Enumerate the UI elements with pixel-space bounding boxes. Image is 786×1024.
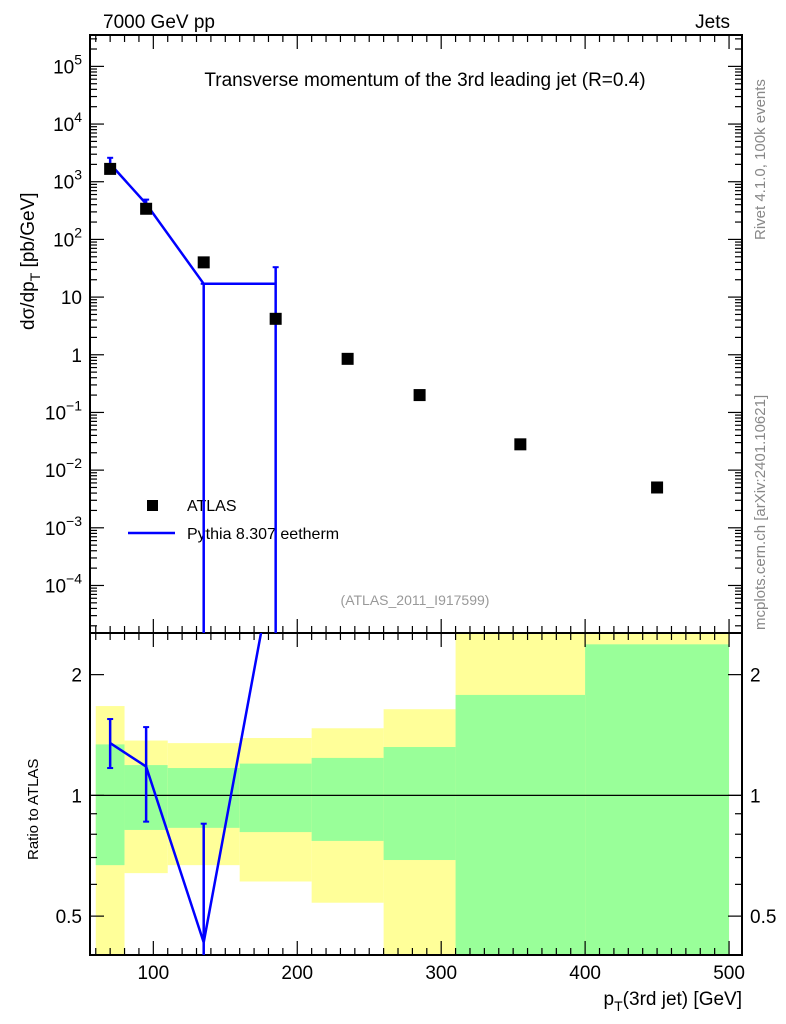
mcplots-label: mcplots.cern.ch [arXiv:2401.10621] [752, 395, 769, 630]
ratio-y-tick-label-right: 1 [750, 786, 761, 807]
y-tick-label: 10−2 [45, 455, 82, 482]
y-tick-label: 103 [53, 167, 82, 194]
header-left: 7000 GeV pp [103, 12, 215, 33]
rivet-label: Rivet 4.1.0, 100k events [752, 79, 769, 240]
atlas-data-point [197, 256, 210, 269]
y-tick-label: 104 [53, 109, 82, 136]
y-tick-label: 10−3 [45, 513, 82, 540]
y-tick-label: 10−4 [45, 570, 82, 597]
y-tick-label: 102 [53, 224, 82, 251]
atlas-data-point [269, 312, 282, 325]
ratio-y-tick-label: 0.5 [56, 907, 82, 928]
ratio-line [109, 633, 263, 943]
ratio-y-tick-label-right: 0.5 [750, 907, 776, 928]
ratio-frame [89, 632, 743, 956]
legend: ATLAS Pythia 8.307 eetherm [128, 498, 339, 543]
pythia-line [109, 163, 276, 286]
pythia-series [107, 156, 279, 633]
ratio-y-tick-label: 2 [71, 666, 82, 687]
stat-uncertainty-band [167, 768, 240, 828]
x-tick-label: 300 [425, 963, 457, 984]
y-tick-label: 105 [53, 51, 82, 78]
x-axis-label: pT(3rd jet) [GeV] [604, 989, 742, 1014]
x-tick-label: 500 [713, 963, 745, 984]
header-right: Jets [695, 12, 730, 33]
atlas-data-point [341, 352, 354, 365]
y-axis-label: dσ/dpT [pb/GeV] [18, 192, 43, 330]
atlas-data-point [140, 202, 153, 215]
y-tick-label: 10 [61, 288, 82, 309]
atlas-data-point [651, 481, 664, 494]
ratio-series [107, 633, 263, 955]
ratio-y-label: Ratio to ATLAS [25, 759, 42, 860]
atlas-data-point [514, 438, 527, 451]
stat-uncertainty-band [383, 747, 456, 861]
legend-label-atlas: ATLAS [187, 498, 237, 515]
main-frame [89, 34, 743, 634]
atlas-data-point [413, 389, 426, 402]
legend-label-pythia: Pythia 8.307 eetherm [187, 526, 339, 543]
y-tick-label: 1 [71, 346, 82, 367]
y-tick-label: 10−1 [45, 397, 82, 424]
stat-uncertainty-band [455, 694, 586, 955]
chart-title: Transverse momentum of the 3rd leading j… [204, 70, 645, 91]
atlas-data-point [104, 162, 117, 175]
x-tick-label: 100 [137, 963, 169, 984]
stat-uncertainty-band [311, 757, 384, 841]
stat-uncertainty-band [585, 644, 730, 955]
analysis-id: (ATLAS_2011_I917599) [341, 592, 490, 608]
stat-uncertainty-band [239, 763, 312, 833]
x-tick-label: 400 [569, 963, 601, 984]
legend-marker-atlas [147, 500, 158, 511]
ratio-y-tick-label-right: 2 [750, 666, 761, 687]
ratio-y-tick-label: 1 [71, 786, 82, 807]
x-tick-label: 200 [281, 963, 313, 984]
